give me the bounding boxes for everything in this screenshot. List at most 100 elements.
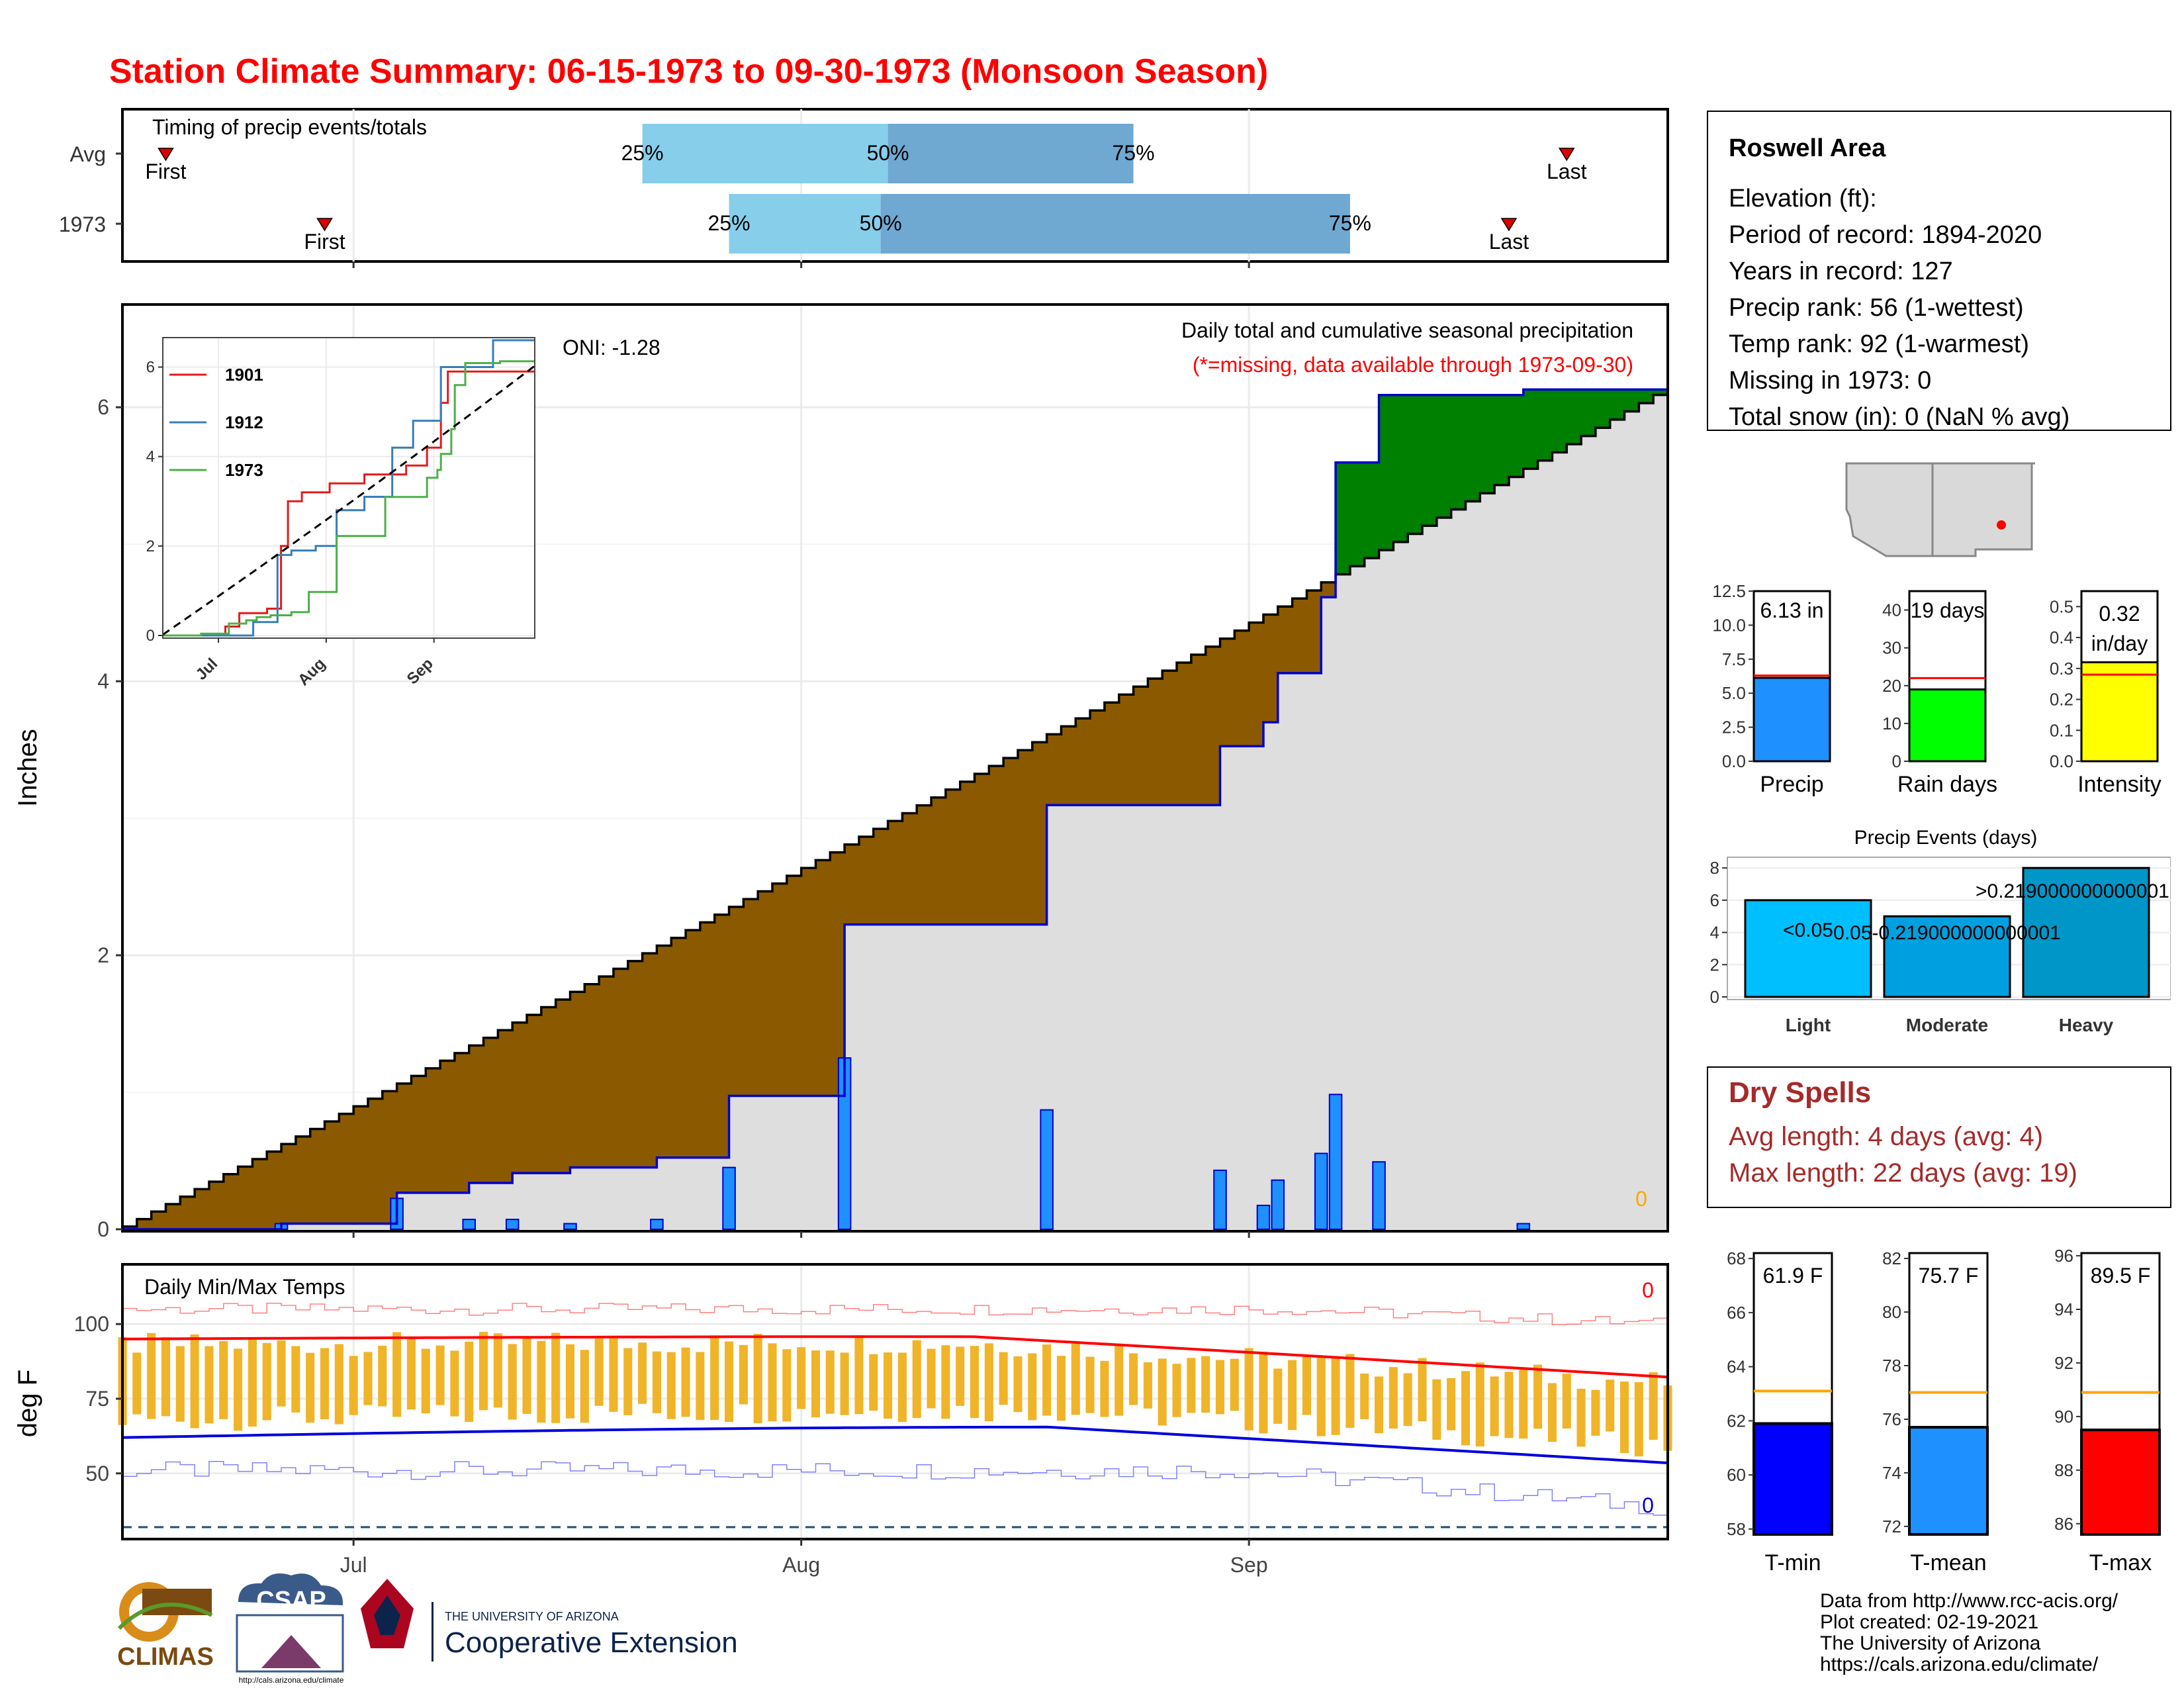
temp-xtick-label: Jul [340, 1553, 367, 1577]
daily-temp-range-bar [406, 1338, 416, 1410]
below-avg-fill [931, 797, 946, 925]
daily-temp-range-bar [565, 1344, 575, 1419]
daily-precip-bar [1516, 1223, 1531, 1230]
summary-ytick-label: 20 [1882, 676, 1901, 696]
precip-note-2: (*=missing, data available through 1973-… [1193, 353, 1633, 377]
daily-temp-range-bar [1345, 1354, 1355, 1428]
below-avg-fill [1277, 606, 1293, 673]
oni-label: ONI: -1.28 [563, 336, 660, 359]
below-avg-fill [960, 781, 976, 925]
inset-ytick-label: 2 [146, 538, 155, 555]
daily-temp-range-bar [147, 1333, 156, 1419]
daily-temp-range-bar [594, 1338, 604, 1406]
cumulative-1973-line [122, 388, 1668, 1231]
summary-value-label: 6.13 in [1760, 598, 1823, 622]
avg-tmin-line [122, 1425, 1668, 1464]
below-avg-fill [1032, 742, 1048, 925]
csap-url: http://cals.arizona.edu/climate [239, 1675, 344, 1685]
station-info-box: Roswell Area Elevation (ft): Period of re… [1707, 111, 2171, 431]
below-avg-fill [830, 852, 845, 1096]
main-ylabel: Inches [13, 729, 42, 807]
precip-events-panel: Precip Events (days) 0 2 4 6 8 Light Moderate H… [1710, 827, 2184, 1035]
temp-bar-value-label: 61.9 F [1763, 1264, 1823, 1288]
below-avg-fill [786, 875, 802, 1096]
above-avg-fill [1349, 462, 1365, 567]
daily-temp-range-bar [306, 1352, 315, 1423]
daily-temp-range-bar [479, 1332, 488, 1411]
daily-temp-range-bar [696, 1352, 705, 1421]
temp-summary-bars: 58 60 62 64 66 68 61.9 F T-min 72 74 76 78 80 82 75.7 … [1727, 1246, 2161, 1575]
timing-last-marker-label: Last [1489, 230, 1529, 254]
above-avg-fill [1422, 395, 1437, 526]
temp-bar-value-label: 75.7 F [1919, 1264, 1979, 1288]
precip-events-title: Precip Events (days) [1854, 827, 2038, 849]
events-ytick-label: 0 [1710, 987, 1719, 1007]
daily-temp-range-bar [1042, 1344, 1052, 1416]
daily-temp-range-bar [1187, 1358, 1196, 1413]
dry-spells-box: Dry Spells Avg length: 4 days (avg: 4) M… [1707, 1066, 2171, 1208]
daily-temp-range-bar [277, 1340, 286, 1407]
below-avg-fill [815, 860, 831, 1096]
temp-xtick-label: Sep [1230, 1553, 1268, 1577]
station-location-dot [1997, 520, 2006, 530]
daily-temp-range-bar [392, 1332, 402, 1417]
below-avg-fill [1090, 710, 1105, 806]
temp-bar-ytick-label: 80 [1882, 1302, 1901, 1322]
below-avg-fill [469, 1045, 484, 1183]
daily-temp-range-bar [1634, 1382, 1643, 1457]
daily-temp-range-bar [1302, 1356, 1311, 1415]
timing-first-marker [316, 218, 333, 232]
daily-temp-range-bar [435, 1345, 445, 1405]
below-avg-fill [844, 844, 860, 925]
above-avg-fill [1379, 395, 1394, 550]
below-avg-fill [599, 976, 614, 1168]
below-avg-fill [1292, 598, 1308, 673]
below-avg-fill [1118, 694, 1134, 806]
missing-max-count: 0 [1642, 1278, 1654, 1302]
daily-temp-range-bar [1172, 1364, 1181, 1417]
events-category-label: Heavy [2059, 1015, 2114, 1035]
summary-ytick-label: 30 [1882, 638, 1901, 658]
timing-last-marker-label: Last [1547, 160, 1587, 183]
record-max-line [122, 1302, 1668, 1328]
timing-panel: 25% 50% 75% First Last 25% 50% 75% First Last Tim… [59, 108, 1669, 268]
temp-bar-ytick-label: 68 [1727, 1248, 1746, 1268]
below-avg-fill [570, 992, 585, 1168]
daily-temp-range-bar [666, 1352, 676, 1419]
climas-logo-text: CLIMAS [117, 1643, 214, 1671]
timing-q75-label: 75% [1113, 141, 1155, 165]
daily-precip-bar [1040, 1109, 1054, 1231]
summary-bar-value [2080, 661, 2159, 763]
csap-logo-text: CSAP [256, 1587, 326, 1615]
below-avg-fill [729, 906, 744, 1096]
events-bar-label-heavy: >0.219000000000001 [1976, 880, 2169, 902]
daily-precip-bar [505, 1219, 520, 1230]
avg-tmax-line [122, 1335, 1668, 1379]
timing-bar-q25-q50 [642, 124, 888, 183]
timing-bar-q50-q75 [880, 194, 1350, 254]
station-info-line: Precip rank: 56 (1-wettest) [1729, 294, 2024, 322]
above-avg-fill [1639, 389, 1654, 404]
below-avg-fill [252, 1159, 267, 1229]
station-info-line: Period of record: 1894-2020 [1729, 221, 2042, 249]
below-avg-fill [1321, 582, 1336, 598]
daily-temp-range-bar [1230, 1358, 1239, 1411]
summary-ytick-label: 5.0 [1722, 683, 1746, 703]
dry-spells-max: Max length: 22 days (avg: 19) [1729, 1158, 2077, 1188]
daily-temp-range-bar [219, 1340, 228, 1419]
temp-bar-label: T-min [1765, 1550, 1821, 1575]
record-min-line [122, 1461, 1668, 1516]
below-avg-fill [180, 1196, 195, 1229]
events-ytick-label: 2 [1710, 955, 1719, 974]
below-avg-fill [743, 899, 758, 1096]
below-avg-fill [1263, 614, 1279, 723]
below-avg-fill [1017, 750, 1033, 925]
inset-legend-label: 1901 [225, 365, 263, 385]
daily-temp-range-bar [1649, 1372, 1658, 1440]
below-avg-fill [1162, 671, 1177, 806]
temp-bar-ytick-label: 74 [1882, 1463, 1901, 1483]
precip-note-1: Daily total and cumulative seasonal prec… [1181, 318, 1633, 342]
daily-temp-range-bar [1504, 1372, 1514, 1438]
summary-bar-value [1752, 677, 1831, 763]
daily-temp-range-bar [1533, 1364, 1543, 1429]
